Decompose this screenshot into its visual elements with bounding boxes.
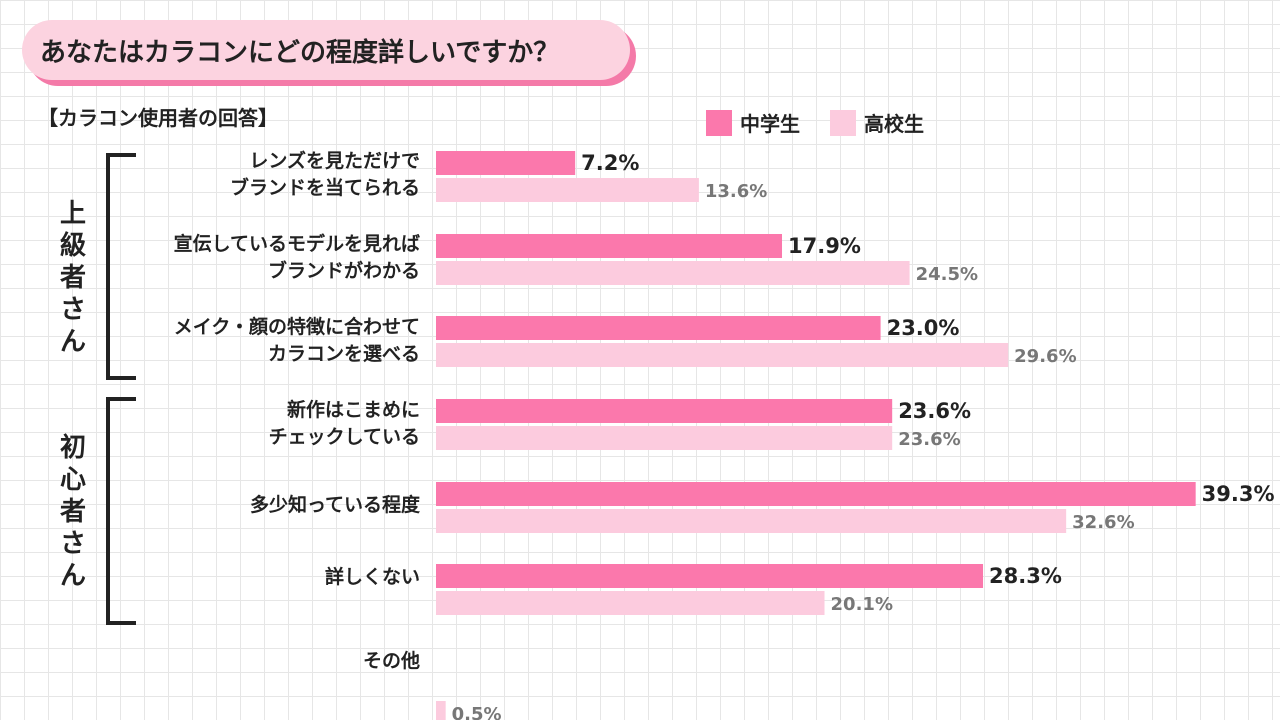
- bar-high-school: [436, 591, 825, 615]
- category-label: 詳しくない: [325, 564, 420, 591]
- group-bracket: [106, 397, 136, 625]
- value-label-junior-high: 23.0%: [887, 316, 960, 340]
- legend-junior-high: 中学生: [706, 108, 800, 137]
- group-bracket: [106, 153, 136, 380]
- value-label-high-school: 13.6%: [705, 181, 767, 202]
- group-label-char: 級: [59, 231, 86, 261]
- value-label-junior-high: 28.3%: [989, 564, 1062, 588]
- bar-high-school: [436, 343, 1009, 367]
- value-label-high-school: 29.6%: [1014, 346, 1076, 367]
- category-label-line: 詳しくない: [324, 566, 420, 588]
- category-label-line: ブランドを当てられる: [229, 177, 420, 199]
- bar-high-school: [436, 178, 699, 202]
- category-label-line: 新作はこまめに: [286, 399, 420, 421]
- category-label-line: ブランドがわかる: [267, 260, 420, 282]
- legend-label-junior-high: 中学生: [740, 112, 800, 136]
- category-label-line: チェックしている: [268, 426, 420, 448]
- bar-high-school: [436, 509, 1067, 533]
- group-label-char: 心: [59, 465, 86, 495]
- group-label-char: さ: [59, 295, 86, 325]
- bar-high-school: [436, 426, 893, 450]
- group-label-advanced: 上級者さん: [58, 198, 88, 358]
- group-label-char: 者: [59, 263, 86, 293]
- bar-junior-high: [436, 482, 1196, 506]
- value-label-junior-high: 23.6%: [898, 399, 971, 423]
- category-label-line: 宣伝しているモデルを見れば: [173, 233, 420, 255]
- legend-swatch-junior-high: [706, 109, 732, 136]
- category-label: その他: [363, 648, 420, 675]
- bar-junior-high: [436, 564, 984, 588]
- category-label: 新作はこまめにチェックしている: [269, 397, 420, 451]
- group-label-char: さ: [59, 529, 86, 559]
- bar-junior-high: [436, 316, 881, 340]
- value-label-junior-high: 39.3%: [1202, 482, 1275, 506]
- chart-subtitle: 【カラコン使用者の回答】: [38, 106, 278, 130]
- category-label: メイク・顔の特徴に合わせてカラコンを選べる: [174, 314, 420, 368]
- bar-high-school: [436, 701, 446, 720]
- bar-junior-high: [436, 234, 783, 258]
- category-label-line: レンズを見ただけで: [249, 150, 420, 172]
- legend-swatch-high-school: [830, 109, 856, 136]
- value-label-high-school: 32.6%: [1072, 512, 1134, 533]
- category-label: 宣伝しているモデルを見ればブランドがわかる: [174, 231, 420, 285]
- group-label-char: 初: [59, 433, 86, 463]
- group-label-char: ん: [59, 327, 86, 357]
- category-label-line: カラコンを選べる: [267, 343, 420, 365]
- category-label: レンズを見ただけでブランドを当てられる: [230, 148, 420, 202]
- group-label-char: 者: [59, 497, 86, 527]
- value-label-high-school: 20.1%: [831, 594, 893, 615]
- bar-high-school: [436, 261, 910, 285]
- category-label: 多少知っている程度: [250, 492, 420, 519]
- value-label-high-school: 24.5%: [916, 264, 978, 285]
- value-label-high-school: 0.5%: [452, 704, 502, 720]
- category-label-line: 多少知っている程度: [249, 494, 420, 516]
- category-label-line: メイク・顔の特徴に合わせて: [173, 316, 420, 338]
- chart-title: あなたはカラコンにどの程度詳しいですか？: [22, 20, 630, 80]
- legend-label-high-school: 高校生: [864, 112, 924, 136]
- bar-junior-high: [436, 399, 893, 423]
- group-label-char: 上: [59, 199, 86, 229]
- value-label-high-school: 23.6%: [898, 429, 960, 450]
- value-label-junior-high: 7.2%: [581, 151, 639, 175]
- bar-junior-high: [436, 151, 576, 175]
- legend-high-school: 高校生: [830, 108, 924, 137]
- group-label-char: ん: [59, 561, 86, 591]
- category-label-line: その他: [362, 650, 420, 672]
- group-label-beginner: 初心者さん: [58, 432, 88, 592]
- value-label-junior-high: 17.9%: [788, 234, 861, 258]
